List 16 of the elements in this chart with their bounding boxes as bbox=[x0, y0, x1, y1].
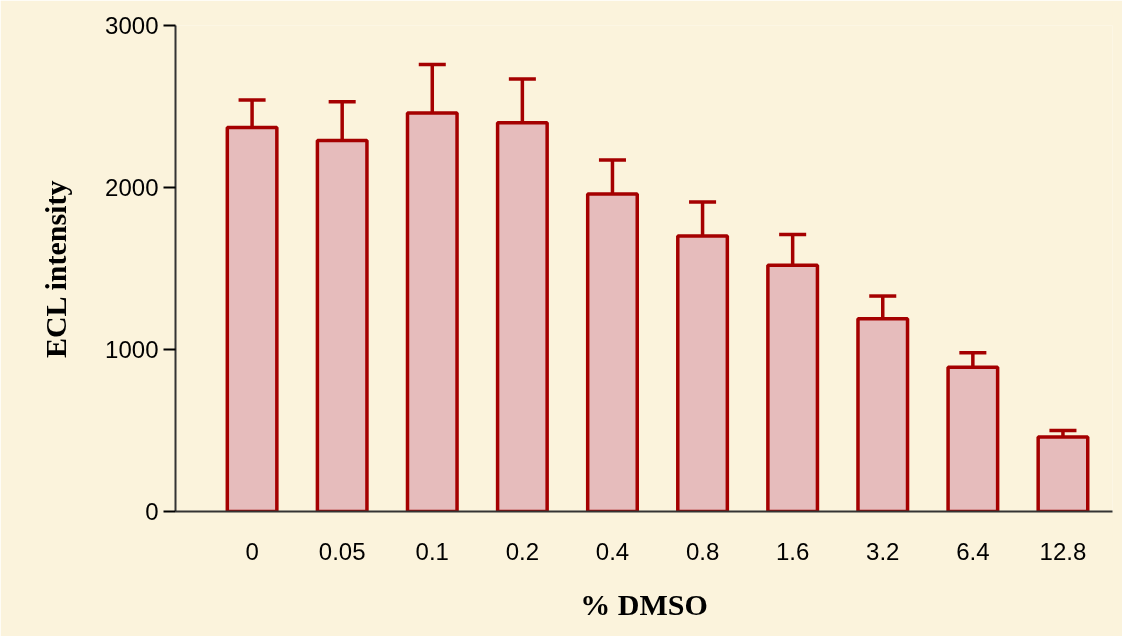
x-axis-title: % DMSO bbox=[580, 587, 708, 621]
x-tick-label: 0.8 bbox=[685, 537, 720, 565]
y-tick-label: 1000 bbox=[105, 336, 159, 363]
x-tick-label: 0.4 bbox=[595, 537, 630, 565]
y-tick-label: 2000 bbox=[105, 174, 159, 201]
x-tick-label: 0.05 bbox=[318, 537, 366, 565]
x-tick-label: 3.2 bbox=[866, 537, 900, 565]
x-tick-label: 0.1 bbox=[415, 537, 449, 565]
x-tick-label: 0.2 bbox=[505, 537, 540, 565]
y-tick-label: 3000 bbox=[105, 12, 159, 39]
x-tick-label: 6.4 bbox=[956, 537, 990, 565]
y-tick-label: 0 bbox=[145, 498, 159, 525]
x-tick-label: 12.8 bbox=[1039, 537, 1087, 565]
y-axis-title: ECL intensity bbox=[39, 180, 73, 359]
x-tick-label: 1.6 bbox=[775, 537, 810, 565]
x-tick-label: 0 bbox=[245, 537, 259, 565]
